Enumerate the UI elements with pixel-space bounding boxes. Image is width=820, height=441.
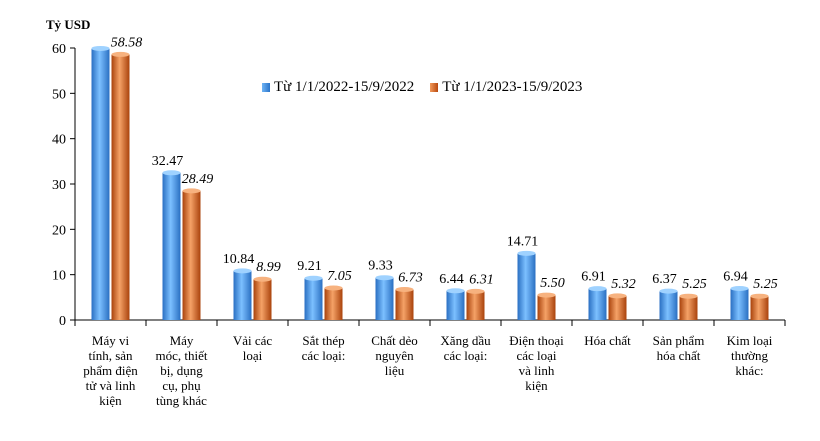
bar-2023 (182, 190, 201, 320)
bar-2022 (162, 172, 181, 320)
bar-2023 (537, 295, 556, 320)
bar-cap (446, 288, 465, 294)
bar-cap (730, 286, 749, 292)
category-label: Máy vi tính, sản phẩm điện tử và linh ki… (83, 333, 138, 408)
bar-2023 (324, 288, 343, 320)
data-label-2023: 6.73 (398, 270, 423, 285)
bar-2022 (233, 270, 252, 320)
data-label-2023: 28.49 (182, 172, 214, 187)
category-label: Vải các loại (232, 333, 273, 363)
legend-swatch-2023 (430, 83, 439, 92)
category-label: Sản phẩm hóa chất (652, 333, 705, 363)
legend-label-2023: Từ 1/1/2023-15/9/2023 (442, 79, 583, 95)
bar-cap (750, 293, 769, 299)
category-label: Máy móc, thiết bị, dụng cụ, phụ tùng khá… (155, 333, 208, 408)
data-label-2022: 6.91 (581, 270, 606, 285)
data-label-2023: 5.25 (753, 277, 778, 292)
bar-2023 (608, 295, 627, 320)
data-label-2023: 6.31 (469, 272, 494, 287)
bar-2022 (304, 278, 323, 320)
category-label: Chất dẻo nguyên liệu (371, 333, 418, 378)
legend-item-2022: Từ 1/1/2022-15/9/2022 (262, 79, 414, 96)
bar-cap (162, 170, 181, 176)
bar-2023 (466, 291, 485, 320)
bar-cap (537, 292, 556, 298)
data-label-2023: 5.50 (540, 276, 565, 291)
category-label: Xăng dầu các loại: (440, 333, 491, 363)
bar-2023 (395, 289, 414, 320)
bar-2022 (91, 48, 110, 320)
bar-2023 (253, 279, 272, 320)
bar-cap (608, 293, 627, 299)
bar-2023 (750, 296, 769, 320)
legend-item-2023: Từ 1/1/2023-15/9/2023 (430, 79, 582, 96)
bar-2023 (111, 54, 130, 321)
bar-2022 (730, 288, 749, 320)
bar-cap (324, 285, 343, 291)
bar-cap (679, 293, 698, 299)
bar-cap (659, 288, 678, 294)
bar-2022 (517, 253, 536, 320)
data-label-2022: 9.33 (368, 259, 393, 274)
data-label-2022: 14.71 (507, 234, 539, 249)
bar-2022 (659, 291, 678, 320)
bar-cap (395, 286, 414, 292)
legend-label-2022: Từ 1/1/2022-15/9/2022 (274, 79, 415, 95)
bar-cap (111, 51, 130, 57)
data-label-2022: 6.37 (652, 272, 677, 287)
category-label: Điện thoại các loại và linh kiện (509, 333, 564, 393)
bar-cap (588, 286, 607, 292)
bar-cap (517, 250, 536, 256)
bar-cap (182, 188, 201, 194)
bar-2023 (679, 296, 698, 320)
data-label-2023: 5.25 (682, 277, 707, 292)
y-tick-label: 0 (59, 314, 66, 329)
data-label-2022: 32.47 (152, 154, 184, 169)
bar-cap (466, 288, 485, 294)
y-tick-label: 20 (52, 223, 66, 238)
bar-cap (233, 268, 252, 274)
data-label-2022: 6.94 (723, 270, 748, 285)
bar-2022 (446, 290, 465, 320)
y-tick-label: 50 (52, 87, 66, 102)
bar-2022 (375, 277, 394, 320)
legend: Từ 1/1/2022-15/9/2022 Từ 1/1/2023-15/9/2… (262, 79, 582, 96)
category-label: Hóa chất (584, 333, 631, 348)
legend-swatch-2022 (262, 83, 270, 92)
y-tick-label: 10 (52, 269, 66, 284)
data-label-2023: 58.58 (111, 35, 143, 50)
y-tick-label: 60 (52, 42, 66, 57)
data-label-2022: 10.84 (223, 252, 255, 267)
category-label: Sắt thép các loại: (301, 333, 346, 363)
bar-cap (375, 275, 394, 281)
category-label: Kim loại thường khác: (726, 333, 773, 378)
bar-2022 (588, 288, 607, 320)
data-label-2023: 5.32 (611, 277, 636, 292)
y-tick-label: 40 (52, 133, 66, 148)
y-axis-title: Tỷ USD (46, 17, 91, 32)
bar-cap (253, 276, 272, 282)
bar-cap (91, 45, 110, 51)
data-label-2023: 7.05 (327, 269, 352, 284)
bar-cap (304, 275, 323, 281)
data-label-2022: 9.21 (297, 259, 322, 274)
data-label-2022: 6.44 (439, 272, 464, 287)
data-label-2023: 8.99 (256, 260, 281, 275)
y-tick-label: 30 (52, 178, 66, 193)
